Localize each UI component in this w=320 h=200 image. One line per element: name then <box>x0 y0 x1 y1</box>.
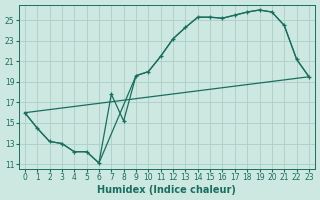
X-axis label: Humidex (Indice chaleur): Humidex (Indice chaleur) <box>98 185 236 195</box>
